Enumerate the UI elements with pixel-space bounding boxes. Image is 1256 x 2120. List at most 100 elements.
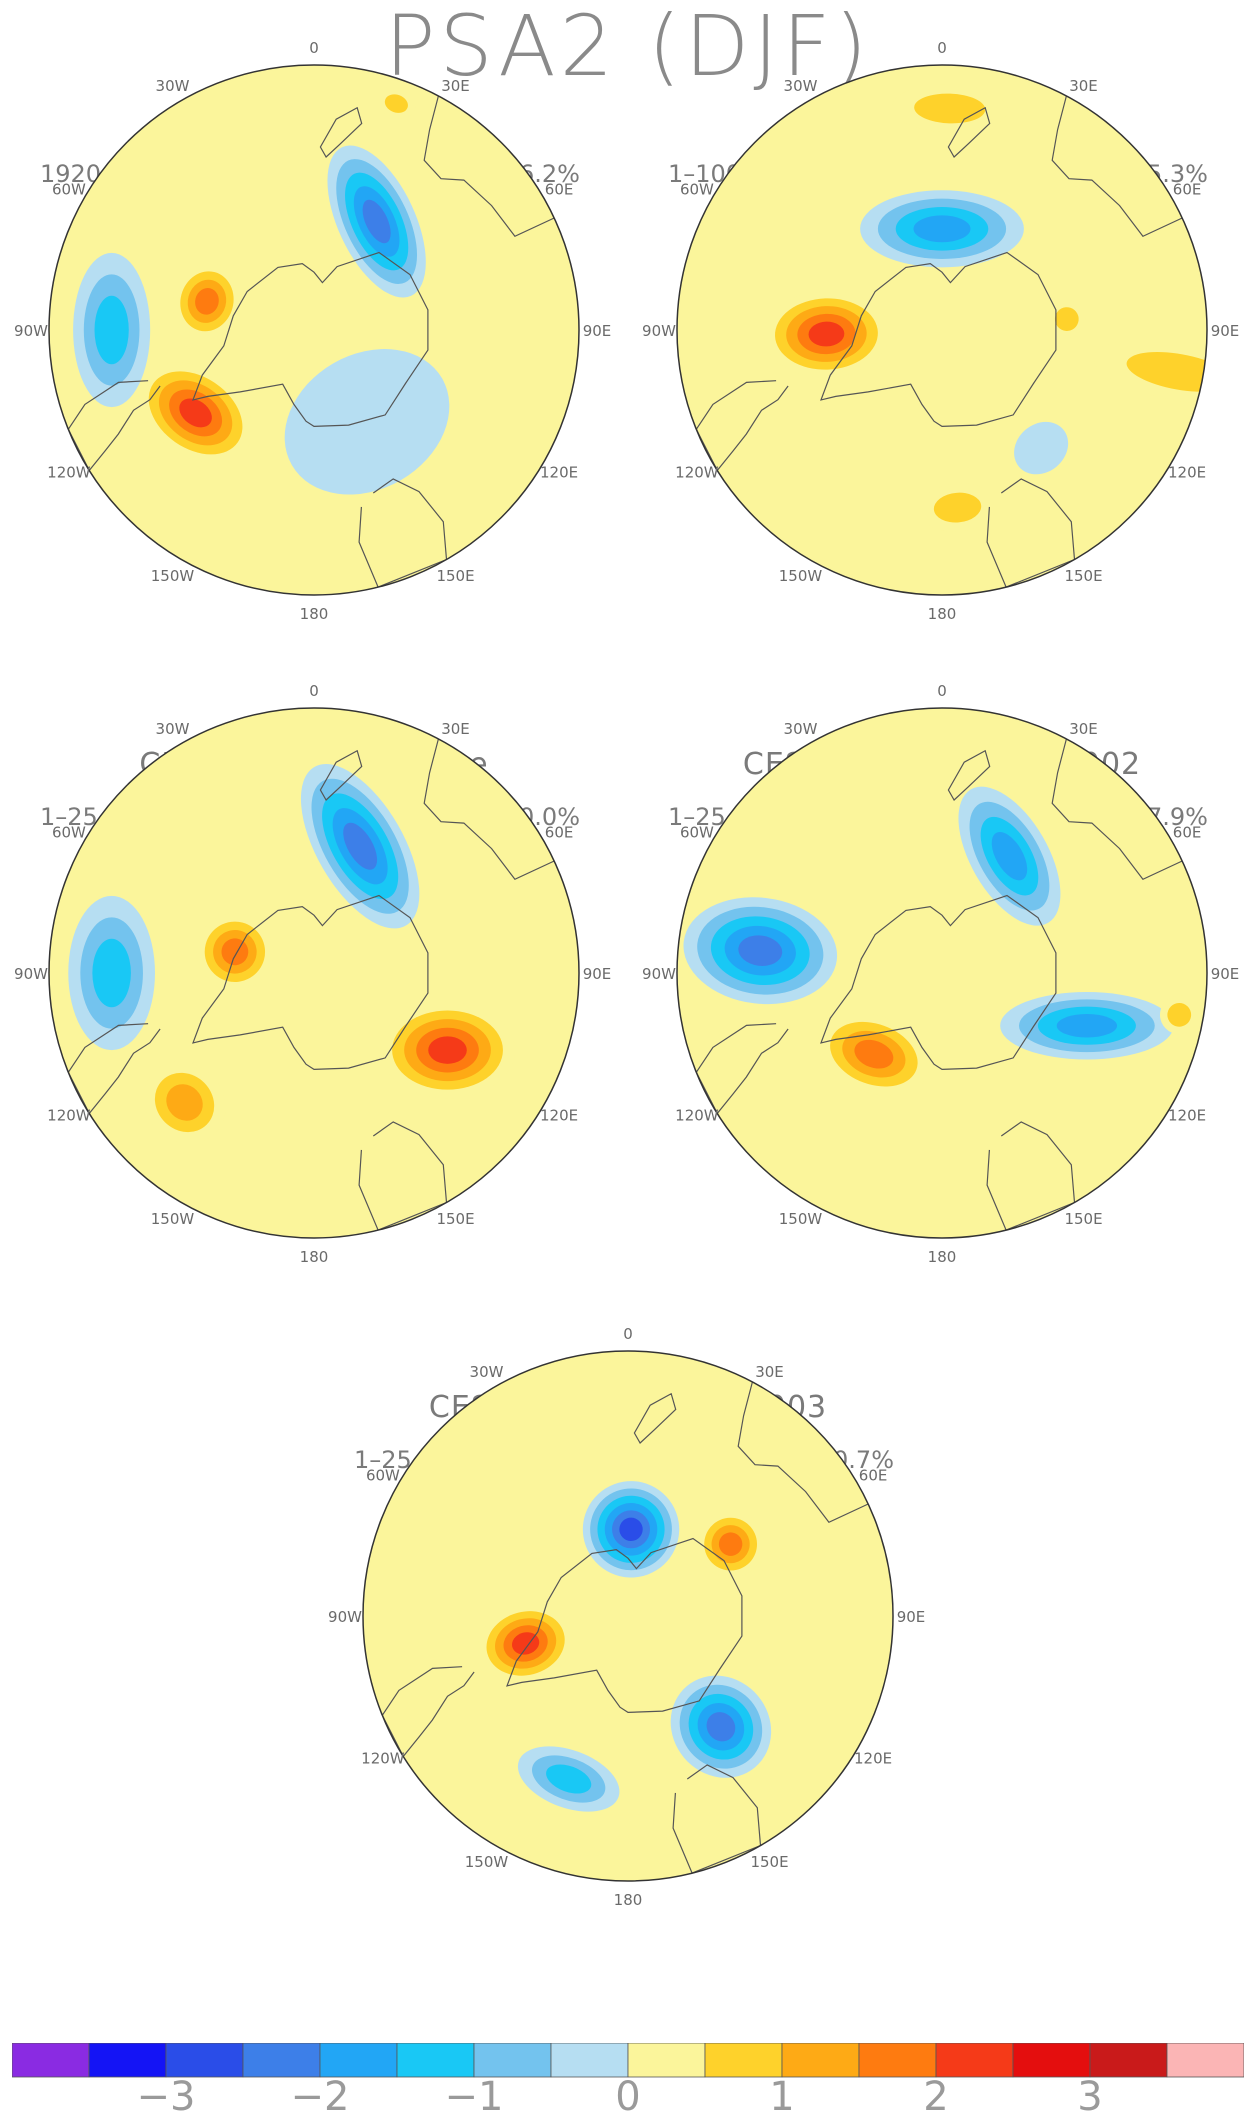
contour-level xyxy=(1054,307,1079,331)
coastline xyxy=(695,1023,789,1115)
longitude-label: 120W xyxy=(47,1107,91,1125)
anomaly-feature-3 xyxy=(300,764,420,929)
longitude-label: 150W xyxy=(151,567,195,585)
anomaly-feature-3 xyxy=(891,84,1008,133)
colorbar-bin xyxy=(242,2043,321,2078)
coastline xyxy=(672,1764,762,1874)
coastline xyxy=(1051,95,1183,238)
contour-level xyxy=(854,1039,894,1069)
coastline xyxy=(67,380,161,472)
longitude-label: 120E xyxy=(540,464,578,482)
longitude-label: 180 xyxy=(300,605,329,623)
coastline xyxy=(986,478,1076,588)
colorbar-bin xyxy=(1166,2043,1244,2078)
map-background xyxy=(677,65,1207,595)
longitude-label: 60W xyxy=(52,181,86,199)
longitude-label: 180 xyxy=(928,1248,957,1266)
longitude-label: 60W xyxy=(366,1467,400,1485)
anomaly-feature-3 xyxy=(73,252,151,408)
longitude-label: 60E xyxy=(545,824,574,842)
panel-period: 1–25 xyxy=(40,803,98,831)
longitude-label: 60E xyxy=(859,1467,888,1485)
anomaly-feature-1 xyxy=(683,897,838,1005)
colorbar-tick-label: −3 xyxy=(136,2074,196,2120)
anomaly-feature-1 xyxy=(172,263,242,340)
polar-map: 0 30E 60E 90E 120E 150E 180 150W 120W 90W 60W 30W xyxy=(14,39,611,623)
longitude-label: 120W xyxy=(47,464,91,482)
longitude-label: 120W xyxy=(361,1750,405,1768)
coastline xyxy=(506,1537,743,1714)
contour-level xyxy=(343,822,378,870)
colorbar-bin xyxy=(473,2043,552,2078)
longitude-label: 150E xyxy=(436,1210,474,1228)
coastline xyxy=(319,749,363,801)
contour-level xyxy=(166,1084,203,1121)
coastline xyxy=(192,251,429,428)
longitude-label: 150W xyxy=(151,1210,195,1228)
map-panel-5: CESM-CLUBB track 6 003 1–25 10.7% 030E60… xyxy=(314,1286,942,1936)
anomaly-feature-4 xyxy=(1159,995,1199,1035)
contour-level xyxy=(1014,421,1069,475)
colorbar-bin xyxy=(88,2043,167,2078)
longitude-label: 90W xyxy=(328,1608,362,1626)
longitude-label: 60W xyxy=(52,824,86,842)
coastline xyxy=(423,95,555,238)
longitude-label: 60W xyxy=(680,824,714,842)
contour-level xyxy=(1167,1002,1192,1027)
longitude-label: 60E xyxy=(545,181,574,199)
polar-map: 0 30E 60E 90E 120E 150E 180 150W 120W 90W 60W 30W xyxy=(14,682,612,1266)
colorbar-bin xyxy=(935,2043,1014,2078)
longitude-label: 30W xyxy=(470,1363,504,1381)
anomaly-feature-4 xyxy=(517,1746,620,1812)
longitude-label: 30E xyxy=(1069,720,1098,738)
panel-period: 1–25 xyxy=(668,803,726,831)
anomaly-feature-1 xyxy=(860,190,1024,268)
colorbar-tick-label: 0 xyxy=(615,2074,641,2120)
anomaly-feature-2 xyxy=(327,145,426,298)
anomaly-feature-5 xyxy=(1047,299,1087,339)
anomaly-feature-0 xyxy=(138,362,253,464)
coastline xyxy=(192,894,429,1071)
longitude-label: 120W xyxy=(675,464,719,482)
longitude-label: 30E xyxy=(1069,77,1098,95)
longitude-label: 60E xyxy=(1173,824,1202,842)
contour-level xyxy=(94,295,129,365)
longitude-label: 0 xyxy=(309,39,319,57)
contour-level xyxy=(991,831,1028,881)
contour-level xyxy=(428,1036,467,1064)
anomaly-feature-0 xyxy=(817,1012,930,1096)
coastline xyxy=(986,1121,1076,1231)
longitude-label: 180 xyxy=(614,1891,643,1909)
coastline xyxy=(737,1381,869,1524)
contour-level xyxy=(384,94,408,113)
colorbar-tick-label: 2 xyxy=(923,2074,949,2120)
colorbar-tick-label: 3 xyxy=(1077,2074,1103,2120)
longitude-label: 90E xyxy=(583,965,612,983)
colorbar xyxy=(12,2043,1244,2078)
longitude-label: 150W xyxy=(465,1853,509,1871)
colorbar-tick-label: −1 xyxy=(444,2074,504,2120)
map-panel-3: CESM-CLUBB baseline 1–25 10.0% 030E60E90… xyxy=(0,643,628,1293)
contour-level xyxy=(195,288,219,315)
map-border xyxy=(362,1350,894,1882)
map-border xyxy=(48,707,580,1239)
longitude-label: 30W xyxy=(156,77,190,95)
map-background xyxy=(363,1351,893,1881)
anomaly-feature-1 xyxy=(582,1481,680,1578)
map-border xyxy=(48,64,580,596)
longitude-label: 90W xyxy=(642,322,676,340)
longitude-label: 0 xyxy=(937,39,947,57)
anomaly-feature-2 xyxy=(958,786,1061,926)
coastline xyxy=(695,380,789,472)
coastline xyxy=(633,1392,677,1444)
longitude-label: 30W xyxy=(784,720,818,738)
longitude-label: 60E xyxy=(1173,181,1202,199)
colorbar-bin xyxy=(1089,2043,1168,2078)
colorbar-bin xyxy=(12,2043,90,2078)
map-border xyxy=(676,64,1208,596)
anomaly-feature-2 xyxy=(919,483,996,532)
contour-level xyxy=(619,1517,643,1542)
coastline xyxy=(947,749,991,801)
colorbar-tick-label: 1 xyxy=(769,2074,795,2120)
longitude-label: 150W xyxy=(779,567,823,585)
